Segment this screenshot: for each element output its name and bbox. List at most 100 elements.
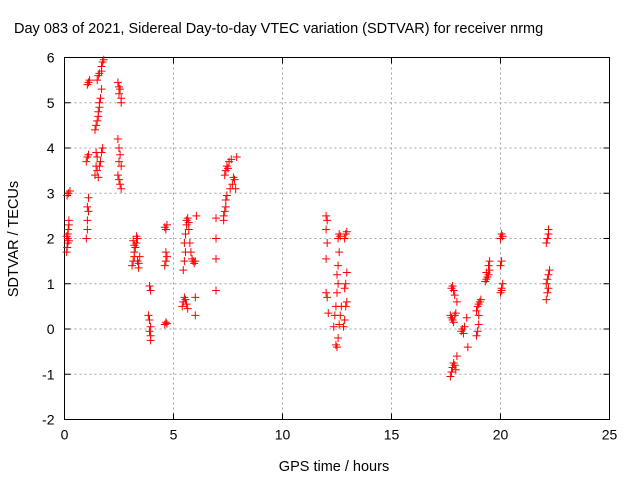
data-point <box>96 157 105 166</box>
data-point <box>542 295 551 304</box>
data-point <box>451 365 460 374</box>
y-tick-labels: -2 -1 0 1 2 3 4 5 6 <box>42 50 55 428</box>
data-point <box>220 171 229 180</box>
data-point <box>93 76 102 85</box>
data-point <box>542 279 551 288</box>
data-point <box>181 229 190 238</box>
data-point <box>449 318 458 327</box>
data-point <box>341 279 350 288</box>
data-point <box>335 248 344 257</box>
data-point <box>161 257 170 266</box>
data-point <box>95 69 104 78</box>
data-point <box>545 266 554 275</box>
data-point <box>498 279 507 288</box>
data-point <box>95 98 104 107</box>
data-point <box>162 252 171 261</box>
data-point <box>94 107 103 116</box>
data-point <box>341 229 350 238</box>
data-point <box>229 173 238 182</box>
data-point <box>98 58 107 67</box>
data-point <box>182 300 191 309</box>
data-point <box>144 311 153 320</box>
data-point <box>130 248 139 257</box>
data-point <box>472 331 481 340</box>
x-tick-label: 25 <box>602 427 618 443</box>
data-point <box>116 150 125 159</box>
data-point <box>128 261 137 270</box>
data-point <box>184 218 193 227</box>
data-point <box>334 261 343 270</box>
y-tick-label: -1 <box>42 366 55 382</box>
data-point <box>190 259 199 268</box>
data-point <box>543 275 552 284</box>
data-point <box>452 297 461 306</box>
data-point <box>219 216 228 225</box>
data-point <box>83 225 92 234</box>
data-point <box>83 202 92 211</box>
data-point <box>544 284 553 293</box>
data-point <box>117 162 126 171</box>
data-point <box>117 98 126 107</box>
data-point <box>485 257 494 266</box>
data-point <box>450 361 459 370</box>
y-tick-label: -2 <box>42 412 55 428</box>
data-point <box>333 288 341 297</box>
data-point <box>178 302 187 311</box>
data-point <box>496 288 505 297</box>
data-point <box>224 164 232 173</box>
data-point <box>498 232 507 241</box>
data-point <box>222 162 231 171</box>
y-tick-label: 0 <box>47 321 55 337</box>
data-point <box>342 297 351 306</box>
data-point <box>228 180 237 189</box>
data-point <box>94 173 103 182</box>
data-point <box>117 184 126 193</box>
data-point <box>113 134 122 143</box>
data-point <box>333 343 341 352</box>
data-point <box>474 311 483 320</box>
x-tick-label: 15 <box>384 427 400 443</box>
data-point <box>129 236 138 245</box>
data-point <box>331 340 340 349</box>
data-point <box>180 257 189 266</box>
data-point <box>115 89 123 98</box>
data-point <box>97 62 106 71</box>
x-tick-label: 10 <box>275 427 291 443</box>
data-point <box>462 313 471 322</box>
data-point <box>95 162 104 171</box>
data-point <box>146 336 155 345</box>
data-point <box>132 232 141 241</box>
data-point <box>130 241 139 250</box>
data-point <box>83 216 92 225</box>
data-point <box>97 148 106 157</box>
data-point <box>496 261 505 270</box>
y-tick-label: 4 <box>47 140 55 156</box>
data-point <box>323 216 332 225</box>
y-tick-label: 1 <box>47 276 55 292</box>
data-point <box>220 207 229 216</box>
data-point <box>99 55 108 64</box>
data-point <box>474 320 483 329</box>
y-tick-label: 3 <box>47 185 55 201</box>
data-point <box>463 343 472 352</box>
data-point <box>180 293 189 302</box>
data-point <box>212 286 221 295</box>
data-point <box>342 268 351 277</box>
data-point <box>484 261 493 270</box>
data-point <box>181 295 190 304</box>
data-point <box>458 325 467 333</box>
data-points <box>62 55 554 381</box>
data-point <box>145 315 154 324</box>
data-point <box>474 300 483 309</box>
chart-title: Day 083 of 2021, Sidereal Day-to-day VTE… <box>14 21 543 37</box>
data-point <box>85 76 94 85</box>
data-point <box>161 318 170 327</box>
data-point <box>482 268 491 277</box>
data-point <box>96 94 105 103</box>
data-point <box>212 214 221 223</box>
y-tick-label: 6 <box>47 50 55 66</box>
y-axis-label: SDTVAR / TECUs <box>6 181 22 297</box>
data-point <box>115 175 123 184</box>
data-point <box>160 320 169 329</box>
